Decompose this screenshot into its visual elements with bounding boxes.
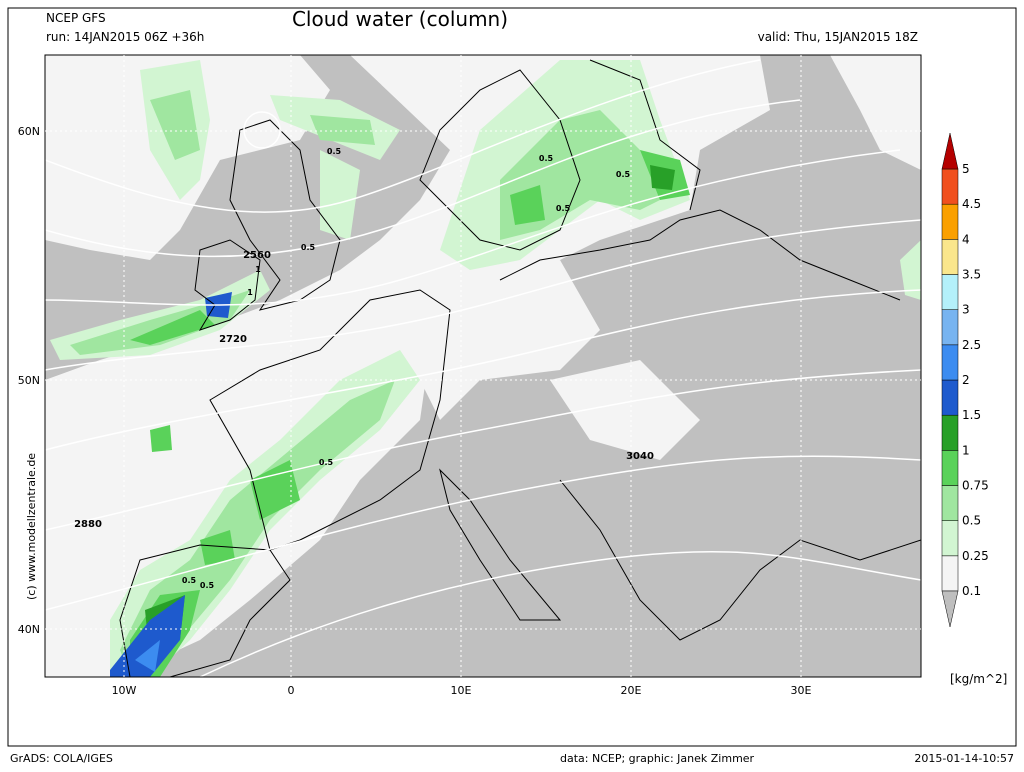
colorbar-unit: [kg/m^2] <box>950 672 1007 686</box>
map-frame <box>44 54 922 678</box>
contour-label: 2720 <box>219 334 247 345</box>
cloud-band <box>50 60 921 677</box>
colorbar-label: 2 <box>962 373 970 387</box>
colorbar-segment <box>941 520 959 557</box>
contour-label: 3040 <box>626 451 654 462</box>
colorbar-segment <box>941 274 959 310</box>
graticule: 60N 50N 40N 10W 0 10E 20E 30E <box>18 55 921 697</box>
colorbar-label: 0.25 <box>962 549 989 563</box>
colorbar-segment <box>941 414 959 451</box>
colorbar-segment <box>941 344 959 381</box>
colorbar-label: 1 <box>962 443 970 457</box>
valid-time: valid: Thu, 15JAN2015 18Z <box>758 30 918 44</box>
colorbar-label: 0.75 <box>962 479 989 493</box>
cloud-label: 0.5 <box>616 170 631 179</box>
colorbar-label: 3.5 <box>962 268 981 282</box>
cloud-label: 1 <box>255 265 261 274</box>
model-name: NCEP GFS <box>46 11 106 25</box>
colorbar-label: 1.5 <box>962 408 981 422</box>
colorbar-segment <box>941 555 959 592</box>
cloud-label: 0.5 <box>182 576 197 585</box>
colorbar-segment <box>941 203 959 240</box>
colorbar-label: 2.5 <box>962 338 981 352</box>
cloud-label: 0.5 <box>556 204 571 213</box>
lon-label: 30E <box>791 684 812 697</box>
outer-frame <box>7 7 1017 747</box>
lon-label: 0 <box>288 684 295 697</box>
colorbar: 0.1 0.25 0.5 0.75 1 1.5 2 2.5 3 3.5 4 4.5 5 <box>941 132 989 628</box>
colorbar-label: 0.1 <box>962 584 981 598</box>
colorbar-over <box>941 132 959 170</box>
isoline <box>45 59 921 677</box>
cloud-label: 0.5 <box>301 243 316 252</box>
lat-label: 40N <box>18 623 40 636</box>
lon-label: 10E <box>451 684 472 697</box>
contour-label: 2560 <box>243 250 271 261</box>
colorbar-under <box>941 590 959 628</box>
contour-label: 2880 <box>74 519 102 530</box>
map-title: Cloud water (column) <box>292 7 508 31</box>
lon-label: 10W <box>112 684 137 697</box>
cloud-label: 1 <box>247 288 253 297</box>
lon-label: 20E <box>621 684 642 697</box>
map <box>45 55 921 677</box>
colorbar-segment <box>941 168 959 205</box>
cloud-label: 0.5 <box>200 581 215 590</box>
run-info: run: 14JAN2015 06Z +36h <box>46 30 204 44</box>
colorbar-segment <box>941 239 959 275</box>
cloud-label: 0.5 <box>539 154 554 163</box>
cloud-label: 0.5 <box>319 458 334 467</box>
colorbar-segment <box>941 379 959 416</box>
colorbar-segment <box>941 485 959 521</box>
footer-source: data: NCEP; graphic: Janek Zimmer <box>560 752 755 765</box>
cloud-label: 0.5 <box>327 147 342 156</box>
lat-label: 60N <box>18 125 40 138</box>
colorbar-label: 4.5 <box>962 197 981 211</box>
colorbar-segment <box>941 450 959 486</box>
colorbar-segment <box>941 309 959 346</box>
credit: (c) www.modellzentrale.de <box>25 453 38 600</box>
coastline <box>119 59 921 677</box>
footer-timestamp: 2015-01-14-10:57 <box>914 752 1014 765</box>
colorbar-label: 0.5 <box>962 514 981 528</box>
map-labels: 25602720288030400.50.50.50.50.50.50.50.5… <box>74 147 654 590</box>
colorbar-label: 4 <box>962 232 970 246</box>
colorbar-label: 5 <box>962 162 970 176</box>
colorbar-label: 3 <box>962 303 970 317</box>
footer-software: GrADS: COLA/IGES <box>10 752 113 765</box>
lat-label: 50N <box>18 374 40 387</box>
